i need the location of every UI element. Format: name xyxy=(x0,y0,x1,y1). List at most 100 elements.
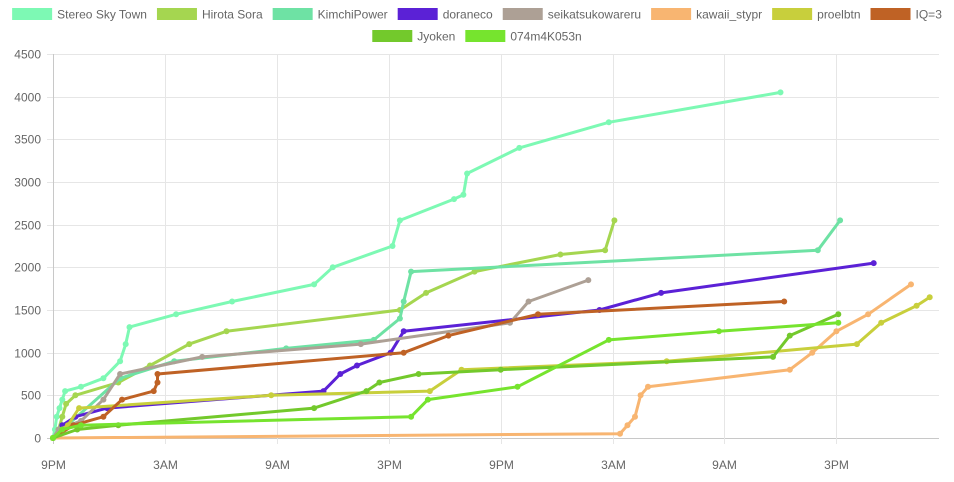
legend-item[interactable]: seikatsukowareru xyxy=(502,8,641,22)
data-point[interactable] xyxy=(715,328,722,335)
data-point[interactable] xyxy=(63,400,70,407)
data-point[interactable] xyxy=(408,413,415,420)
data-point[interactable] xyxy=(632,413,638,420)
data-point[interactable] xyxy=(400,298,407,305)
data-point[interactable] xyxy=(451,196,457,203)
data-point[interactable] xyxy=(337,371,344,377)
data-point[interactable] xyxy=(154,371,161,377)
legend-item[interactable]: doraneco xyxy=(397,8,493,22)
data-point[interactable] xyxy=(72,392,79,399)
data-point[interactable] xyxy=(908,281,914,288)
data-point[interactable] xyxy=(376,379,383,386)
data-point[interactable] xyxy=(786,332,793,339)
data-point[interactable] xyxy=(605,336,612,343)
data-point[interactable] xyxy=(853,341,860,348)
data-point[interactable] xyxy=(396,217,403,224)
data-point[interactable] xyxy=(637,392,644,399)
data-point[interactable] xyxy=(835,319,842,326)
data-point[interactable] xyxy=(833,328,840,335)
legend-item[interactable]: IQ=3 xyxy=(870,8,943,22)
legend-item[interactable]: Stereo Sky Town xyxy=(12,8,147,22)
legend-item[interactable]: KimchiPower xyxy=(272,8,388,22)
data-point[interactable] xyxy=(786,366,793,373)
data-point[interactable] xyxy=(400,349,407,356)
data-point[interactable] xyxy=(525,298,532,305)
legend-item[interactable]: proelbtn xyxy=(772,8,861,22)
data-point[interactable] xyxy=(74,426,81,433)
data-point[interactable] xyxy=(117,371,124,377)
data-point[interactable] xyxy=(154,379,161,386)
data-point[interactable] xyxy=(837,217,844,224)
data-point[interactable] xyxy=(363,388,370,395)
data-point[interactable] xyxy=(624,422,631,429)
legend-item[interactable]: 074m4K053n xyxy=(465,30,582,44)
data-point[interactable] xyxy=(617,430,623,437)
data-point[interactable] xyxy=(658,289,665,296)
data-point[interactable] xyxy=(645,383,651,390)
legend-item[interactable]: Jyoken xyxy=(372,30,455,44)
data-point[interactable] xyxy=(329,264,336,271)
data-point[interactable] xyxy=(354,362,360,369)
data-point[interactable] xyxy=(186,341,193,348)
data-point[interactable] xyxy=(76,405,83,412)
legend-item[interactable]: Hirota Sora xyxy=(156,8,263,22)
data-point[interactable] xyxy=(602,247,609,254)
data-point[interactable] xyxy=(426,388,433,395)
data-point[interactable] xyxy=(770,353,776,360)
data-point[interactable] xyxy=(913,302,920,309)
data-point[interactable] xyxy=(357,341,364,348)
data-point[interactable] xyxy=(50,435,56,441)
data-point[interactable] xyxy=(78,383,84,390)
data-point[interactable] xyxy=(229,298,236,305)
data-point[interactable] xyxy=(585,277,592,284)
data-point[interactable] xyxy=(78,422,84,429)
data-point[interactable] xyxy=(150,388,157,395)
data-point[interactable] xyxy=(199,353,206,360)
data-point[interactable] xyxy=(268,392,275,399)
data-point[interactable] xyxy=(59,396,66,403)
data-point[interactable] xyxy=(59,426,66,433)
data-point[interactable] xyxy=(389,243,396,249)
data-point[interactable] xyxy=(396,315,403,322)
data-point[interactable] xyxy=(122,341,129,348)
data-point[interactable] xyxy=(514,383,521,390)
data-point[interactable] xyxy=(100,413,107,420)
data-point[interactable] xyxy=(173,311,180,318)
data-point[interactable] xyxy=(611,217,618,224)
data-point[interactable] xyxy=(460,191,467,198)
data-point[interactable] xyxy=(814,247,821,254)
data-point[interactable] xyxy=(557,251,564,258)
data-point[interactable] xyxy=(870,260,877,267)
data-point[interactable] xyxy=(311,405,318,412)
data-point[interactable] xyxy=(809,349,816,356)
data-point[interactable] xyxy=(53,413,60,420)
legend-item[interactable]: kawaii_stypr xyxy=(651,8,762,22)
data-point[interactable] xyxy=(471,268,478,275)
data-point[interactable] xyxy=(878,319,885,326)
data-point[interactable] xyxy=(424,396,431,403)
data-point[interactable] xyxy=(100,375,107,382)
data-point[interactable] xyxy=(497,366,504,373)
data-point[interactable] xyxy=(59,413,66,420)
data-point[interactable] xyxy=(926,294,933,301)
data-point[interactable] xyxy=(311,281,318,288)
data-point[interactable] xyxy=(400,328,407,335)
data-point[interactable] xyxy=(605,119,612,126)
data-point[interactable] xyxy=(835,311,842,318)
data-point[interactable] xyxy=(223,328,230,335)
data-point[interactable] xyxy=(56,405,63,412)
data-point[interactable] xyxy=(464,170,471,177)
data-point[interactable] xyxy=(408,268,415,275)
data-point[interactable] xyxy=(777,89,784,96)
data-point[interactable] xyxy=(516,144,523,151)
data-point[interactable] xyxy=(62,388,69,395)
data-point[interactable] xyxy=(117,358,124,365)
data-point[interactable] xyxy=(535,311,541,318)
data-point[interactable] xyxy=(445,332,452,339)
data-point[interactable] xyxy=(126,324,133,331)
data-point[interactable] xyxy=(119,396,125,403)
data-point[interactable] xyxy=(423,289,430,296)
data-point[interactable] xyxy=(781,298,788,305)
data-point[interactable] xyxy=(100,396,107,403)
data-point[interactable] xyxy=(865,311,872,318)
